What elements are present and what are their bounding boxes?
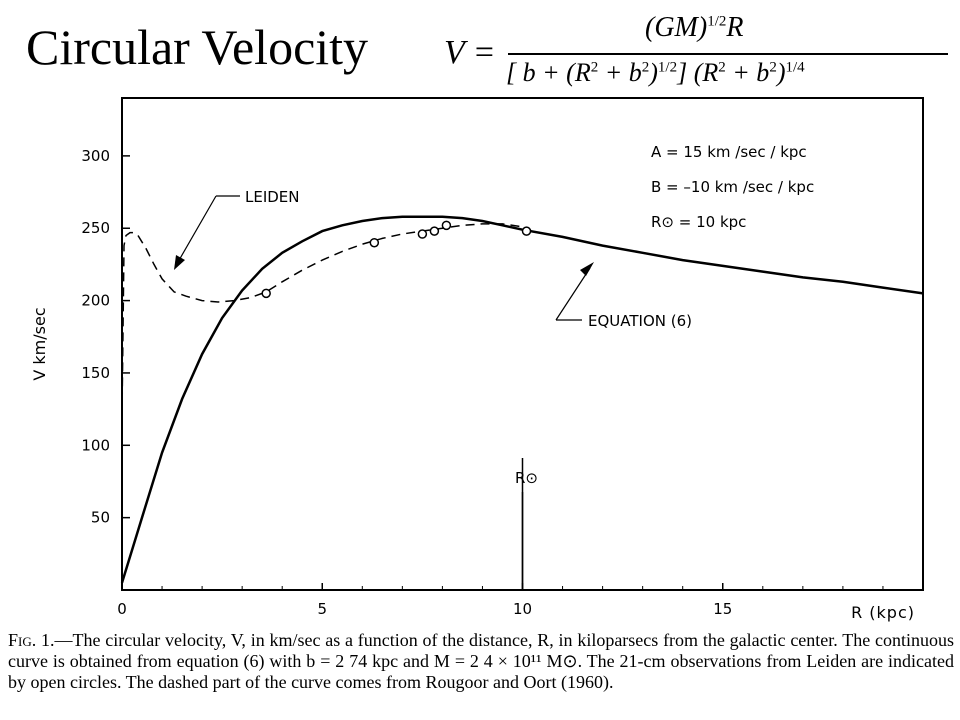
figure-caption: Fig. 1.—The circular velocity, V, in km/…: [8, 630, 954, 693]
y-tick-label: 100: [81, 436, 110, 454]
formula-fraction-bar: [508, 53, 948, 55]
observation-point: [429, 226, 440, 236]
x-axis-label: R (kpc): [851, 603, 915, 622]
y-axis-label: V km/sec: [30, 307, 49, 380]
equation-arrowhead: [580, 262, 594, 276]
y-tick-label: 150: [81, 364, 110, 382]
leiden-arrowhead: [174, 255, 185, 270]
parameter-label: B = –10 km /sec / kpc: [651, 178, 814, 196]
sun-marker-label: R⊙: [515, 469, 538, 487]
observation-point: [521, 226, 532, 236]
x-tick-label: 15: [713, 600, 732, 618]
y-tick-label: 300: [81, 147, 110, 165]
slide-title: Circular Velocity: [26, 19, 369, 75]
equation-curve: [120, 215, 924, 584]
equation-arrow-shaft: [555, 267, 591, 321]
caption-text: —The circular velocity, V, in km/sec as …: [8, 630, 954, 692]
x-tick-label: 5: [317, 600, 327, 618]
formula-lhs: V =: [444, 34, 496, 71]
observation-point: [369, 237, 380, 248]
observation-point: [261, 288, 271, 299]
caption-lead: Fig. 1.: [8, 630, 55, 650]
observation-point: [417, 229, 428, 239]
formula-numerator: (GM)1/2R: [645, 12, 744, 43]
y-tick-label: 50: [91, 509, 110, 527]
leiden-arrow-shaft: [177, 195, 217, 263]
observation-point: [441, 220, 452, 231]
velocity-formula: V = (GM)1/2R [ b + (R2 + b2)1/2] (R2 + b…: [440, 6, 955, 94]
parameter-label: A = 15 km /sec / kpc: [651, 143, 807, 161]
leiden-label: LEIDEN: [245, 188, 300, 206]
leiden-dashed-curve: [121, 223, 531, 417]
x-tick-label: 10: [513, 600, 532, 618]
equation-label: EQUATION (6): [588, 312, 692, 330]
x-tick-label: 0: [117, 600, 127, 618]
y-tick-label: 200: [81, 292, 110, 310]
y-tick-label: 250: [81, 219, 110, 237]
formula-denominator: [ b + (R2 + b2)1/2] (R2 + b2)1/4: [506, 58, 805, 87]
parameter-label: R⊙ = 10 kpc: [651, 213, 746, 231]
